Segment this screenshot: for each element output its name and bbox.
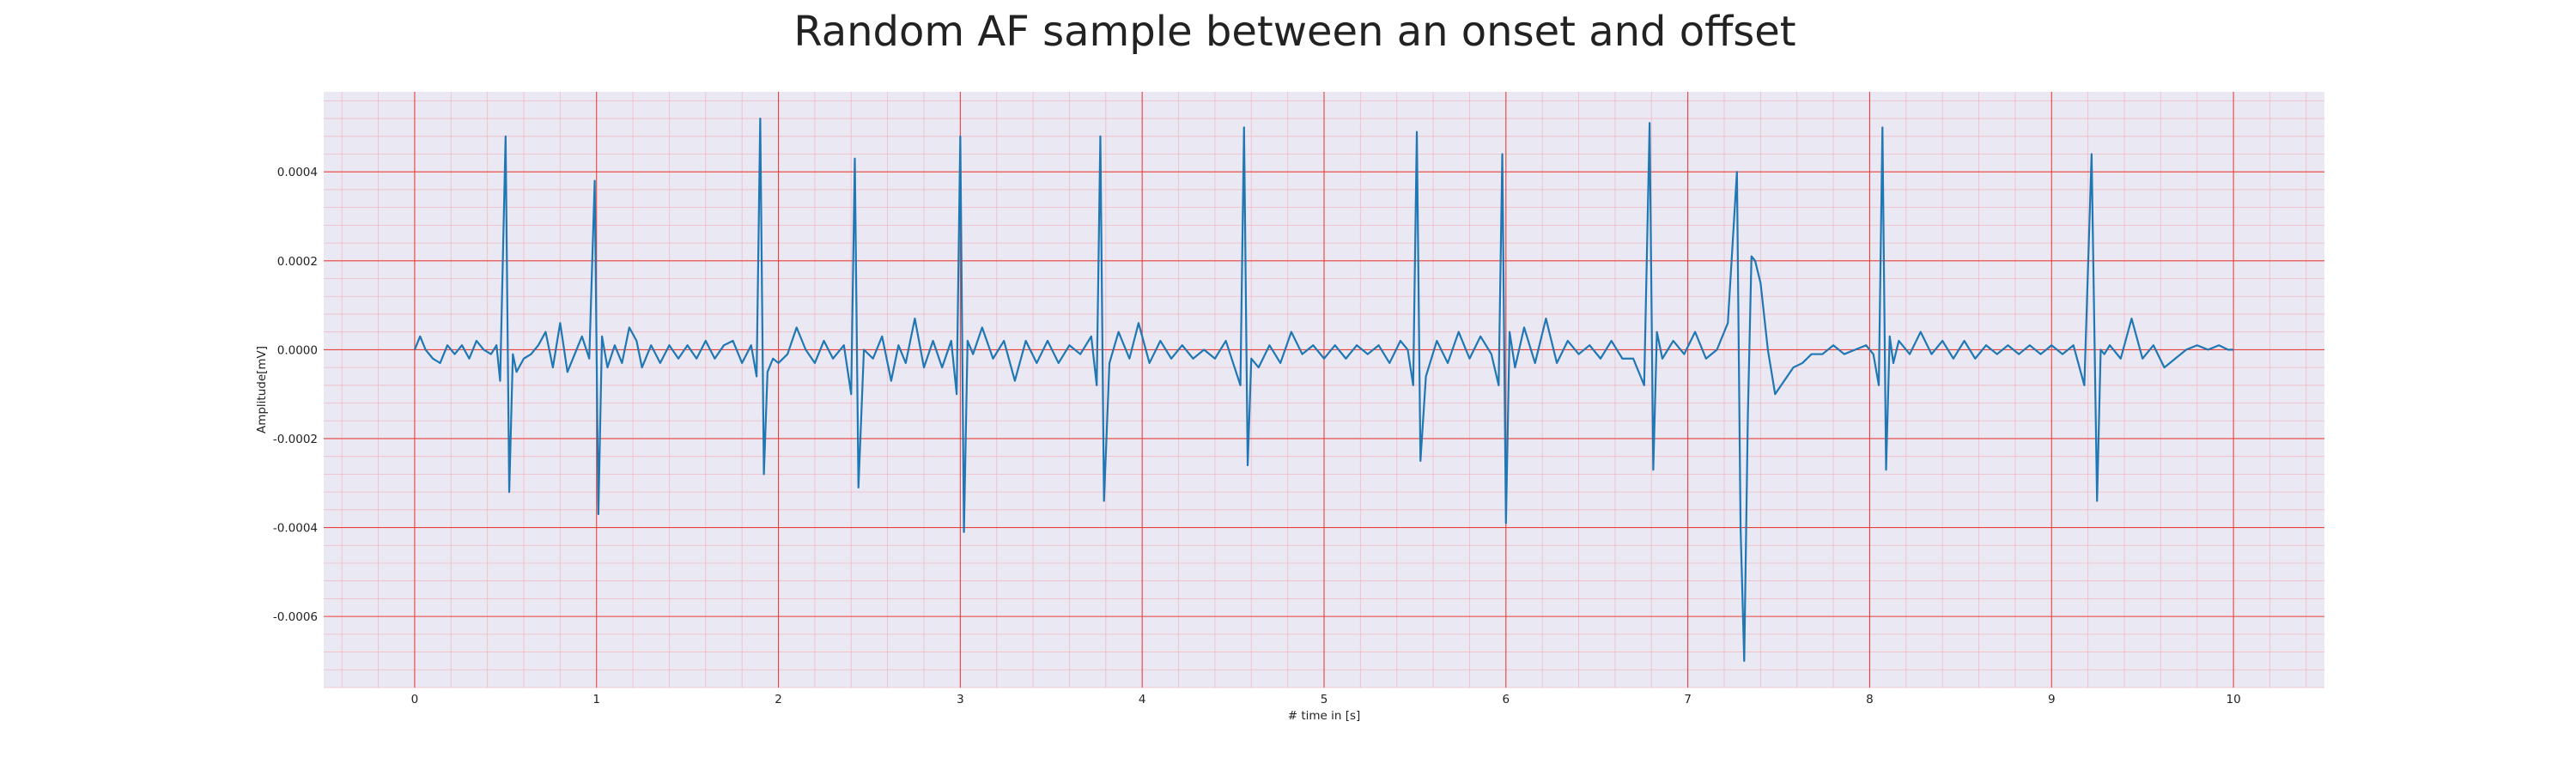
x-tick-label: 6 bbox=[1503, 693, 1510, 706]
y-tick-label: -0.0002 bbox=[273, 433, 318, 446]
y-tick-label: -0.0004 bbox=[273, 522, 318, 536]
x-tick-label: 1 bbox=[592, 693, 600, 706]
x-axis-label: # time in [s] bbox=[1288, 709, 1361, 723]
x-axis-ticks: 0 1 2 3 4 5 6 7 8 9 10 bbox=[411, 693, 2241, 706]
y-tick-label: 0.0004 bbox=[277, 166, 318, 179]
y-axis-label: Amplitude[mV] bbox=[255, 346, 269, 433]
x-tick-label: 0 bbox=[411, 693, 419, 706]
x-tick-label: 3 bbox=[957, 693, 964, 706]
ecg-signal-line bbox=[413, 117, 2234, 663]
y-tick-label: 0.0000 bbox=[277, 343, 318, 357]
chart-title: Random AF sample between an onset and of… bbox=[793, 8, 1795, 56]
x-tick-label: 2 bbox=[775, 693, 782, 706]
x-tick-label: 8 bbox=[1866, 693, 1874, 706]
x-tick-label: 7 bbox=[1684, 693, 1692, 706]
x-tick-label: 4 bbox=[1139, 693, 1146, 706]
y-axis-ticks: 0.0004 0.0002 0.0000 -0.0002 -0.0004 -0.0006 bbox=[273, 166, 318, 624]
x-tick-label: 5 bbox=[1321, 693, 1328, 706]
x-tick-label: 9 bbox=[2048, 693, 2056, 706]
x-tick-label: 10 bbox=[2226, 693, 2240, 706]
y-tick-label: -0.0006 bbox=[273, 610, 318, 624]
y-tick-label: 0.0002 bbox=[277, 255, 318, 269]
